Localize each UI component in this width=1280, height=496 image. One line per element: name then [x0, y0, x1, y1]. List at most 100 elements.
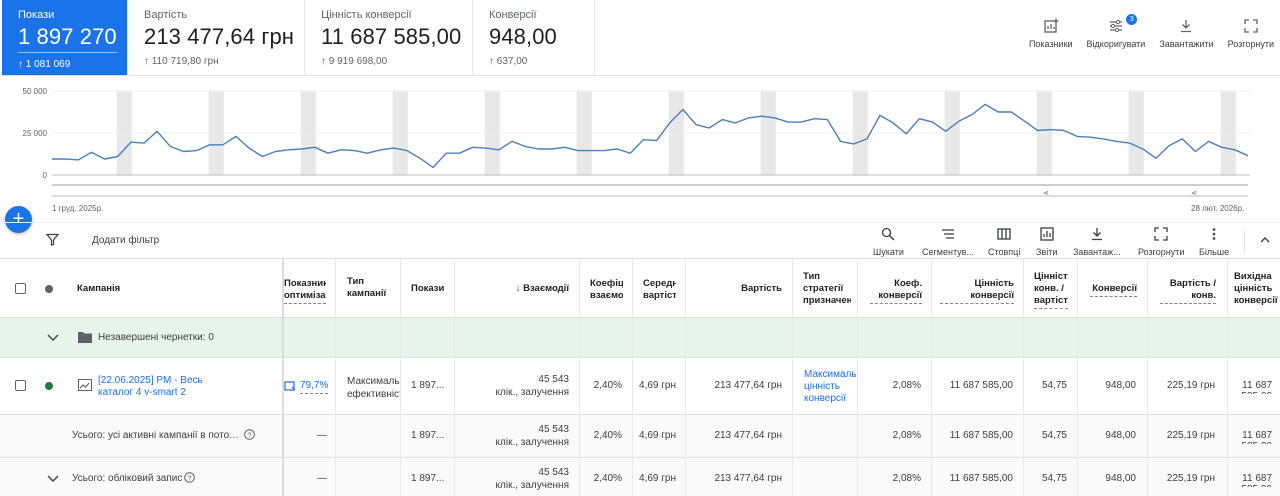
x-end-label: 28 лют. 2026р. [1191, 204, 1245, 213]
collapse-chevron-icon[interactable] [1259, 234, 1271, 246]
help-icon[interactable]: ? [244, 429, 255, 440]
header-interaction-rate[interactable]: Коефіцієнт взаємодії [590, 278, 623, 301]
campaign-name-link[interactable]: [22.06.2025] PM - Весь каталог 4 v-smart… [98, 375, 203, 398]
table-header-row: Кампанія Показник оптимізації Тип кампан… [0, 258, 1280, 318]
series-line-impressions [51, 103, 1249, 169]
select-all-checkbox[interactable] [15, 283, 26, 294]
optimization-score[interactable]: 79,7% [300, 380, 329, 394]
total-interactions-unit: клік., залучення [495, 437, 569, 448]
status-header-icon [45, 285, 53, 293]
reports-button[interactable]: Звіти [1036, 227, 1057, 257]
row-checkbox[interactable] [15, 380, 26, 391]
optimization-icon [284, 381, 296, 391]
column-separator [335, 258, 336, 496]
metric-delta: ↑ 637,00 [489, 56, 528, 67]
conv-rate: 2,08% [892, 380, 921, 391]
metric-value: 11 687 585,00 [321, 24, 462, 49]
header-conversions[interactable]: Конверсії [1090, 283, 1137, 297]
metric-card-cost[interactable]: Вартість 213 477,64 грн ↑ 110 719,80 грн [128, 0, 305, 75]
total-impressions: 1 897... [411, 430, 445, 441]
expand-table-button[interactable]: Розгорнути [1138, 227, 1184, 257]
header-bid-strategy[interactable]: Тип стратегії призначення ставок [803, 271, 851, 309]
account-interaction-rate: 2,40% [593, 473, 622, 484]
total-cost: 213 477,64 грн [714, 430, 782, 441]
search-button[interactable]: Шукати [873, 227, 904, 257]
table-row[interactable]: [22.06.2025] PM - Весь каталог 4 v-smart… [0, 358, 1280, 415]
expand-table-label: Розгорнути [1138, 247, 1185, 257]
expand-chevron-icon[interactable] [47, 474, 59, 484]
chart-canvas: 50 000 25 000 0 ⋖ ⋖ [23, 87, 1250, 197]
columns-label: Стовпці [988, 247, 1021, 257]
header-cost-per-conv[interactable]: Вартість / конв. [1160, 278, 1216, 304]
account-conv-value: 11 687 585,00 [949, 473, 1013, 484]
header-optimization[interactable]: Показник оптимізації [284, 278, 326, 304]
annotation-marker-icon: ⋖ [1043, 189, 1049, 197]
header-value-per-conv[interactable]: Вихідна цінність конверсії [1234, 271, 1278, 306]
column-separator [454, 258, 455, 496]
cost-per-conv: 225,19 грн [1166, 380, 1215, 391]
metric-card-conversions[interactable]: Конверсії 948,00 ↑ 637,00 [473, 0, 595, 75]
metric-delta: ↑ 9 919 698,00 [321, 56, 388, 67]
column-separator [632, 258, 633, 496]
help-icon[interactable]: ? [184, 472, 195, 483]
column-separator [579, 258, 580, 496]
more-button[interactable]: Більше [1199, 227, 1229, 257]
header-impressions[interactable]: Покази [411, 283, 445, 294]
column-separator [685, 258, 686, 496]
total-optimization: — [317, 430, 327, 441]
campaign-type: Максимальна ефективність [347, 376, 401, 400]
svg-text:?: ? [247, 430, 251, 439]
conversions: 948,00 [1105, 380, 1136, 391]
interactions: 45 543 [538, 374, 569, 385]
bid-strategy-link[interactable]: Максимальна цінність конверсії [804, 369, 858, 404]
add-button[interactable]: + [5, 206, 32, 233]
header-value-cost[interactable]: Цінність конв. / вартість [1034, 271, 1068, 309]
header-campaign[interactable]: Кампанія [77, 283, 121, 294]
expand-button[interactable]: Розгорнути [1228, 18, 1274, 49]
metric-label: Покази [18, 9, 55, 21]
account-cost-per-conv: 225,19 грн [1166, 473, 1215, 484]
header-cost[interactable]: Вартість [741, 283, 782, 294]
total-interaction-rate: 2,40% [593, 430, 622, 441]
indicators-label: Показники [1028, 39, 1073, 49]
indicators-button[interactable]: Показники [1029, 18, 1073, 49]
search-icon [882, 227, 895, 241]
add-filter-button[interactable]: Додати фільтр [92, 235, 160, 246]
columns-icon [997, 228, 1011, 240]
svg-text:?: ? [187, 473, 191, 482]
header-avg-cost[interactable]: Середня вартість [643, 278, 676, 301]
y-tick-label: 25 000 [23, 129, 48, 138]
drafts-label: Незавершені чернетки: 0 [98, 332, 214, 343]
account-optimization: — [317, 473, 327, 484]
status-enabled-dot[interactable] [45, 382, 53, 390]
more-vert-icon [1212, 228, 1216, 240]
columns-button[interactable]: Стовпці [988, 227, 1020, 257]
drafts-row[interactable]: Незавершені чернетки: 0 [0, 318, 1280, 358]
download-table-button[interactable]: Завантаж... [1073, 227, 1121, 257]
segment-button[interactable]: Сегментув... [922, 227, 974, 257]
adjust-button[interactable]: 3 Відкоригувати [1087, 14, 1145, 49]
segment-icon [941, 229, 954, 239]
download-button[interactable]: Завантажити [1159, 18, 1214, 49]
reports-icon [1040, 227, 1054, 241]
metric-label: Вартість [144, 9, 188, 21]
metric-card-conversion-value[interactable]: Цінність конверсії 11 687 585,00 ↑ 9 919… [305, 0, 473, 75]
total-conv-rate: 2,08% [892, 430, 921, 441]
expand-label: Розгорнути [1227, 39, 1274, 49]
total-value-per-conv: 11 687 585,00 [1241, 430, 1272, 444]
filter-icon[interactable] [46, 233, 59, 246]
total-interactions: 45 543 [538, 424, 569, 435]
header-conv-rate[interactable]: Коеф. конверсії [870, 278, 922, 304]
expand-chevron-icon[interactable] [47, 333, 59, 343]
metric-value: 948,00 [489, 24, 557, 49]
metric-value: 213 477,64 грн [144, 24, 295, 49]
header-type[interactable]: Тип кампанії [347, 276, 387, 299]
metric-card-impressions[interactable]: Покази 1 897 270 ↑ 1 081 069 [2, 0, 128, 75]
impressions: 1 897... [411, 380, 445, 391]
x-start-label: 1 груд. 2025р. [52, 204, 104, 213]
pmax-campaign-icon [78, 379, 92, 391]
header-interactions[interactable]: ↓ Взаємодії [515, 283, 569, 294]
column-separator [792, 258, 793, 496]
download-icon [1181, 20, 1192, 33]
header-conv-value[interactable]: Цінність конверсії [940, 278, 1014, 304]
